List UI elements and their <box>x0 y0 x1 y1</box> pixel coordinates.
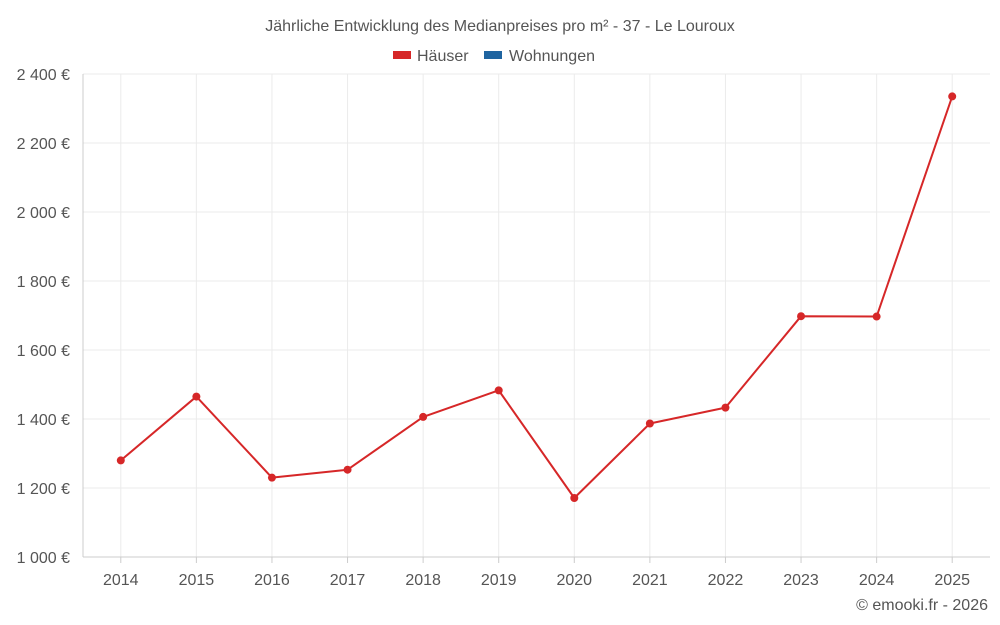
data-point[interactable] <box>343 465 352 474</box>
data-point[interactable] <box>267 473 276 482</box>
data-point[interactable] <box>948 92 957 101</box>
y-tick-label: 2 400 € <box>17 67 70 84</box>
legend-label-wohnungen[interactable]: Wohnungen <box>509 48 595 65</box>
data-point[interactable] <box>419 412 428 421</box>
y-tick-label: 2 200 € <box>17 136 70 153</box>
data-point[interactable] <box>494 386 503 395</box>
x-tick-label: 2022 <box>708 572 744 589</box>
legend-label-haeuser[interactable]: Häuser <box>417 48 469 65</box>
x-tick-label: 2014 <box>103 572 139 589</box>
data-point[interactable] <box>872 312 881 321</box>
x-tick-label: 2018 <box>405 572 441 589</box>
y-tick-label: 1 000 € <box>17 550 70 567</box>
x-tick-label: 2017 <box>330 572 366 589</box>
x-tick-label: 2025 <box>934 572 970 589</box>
data-point[interactable] <box>570 494 579 503</box>
x-axis: 2014 2015 2016 2017 2018 2019 2020 2021 2022 2023… <box>83 556 990 589</box>
y-tick-label: 2 000 € <box>17 205 70 222</box>
x-tick-label: 2024 <box>859 572 895 589</box>
data-point[interactable] <box>116 456 125 465</box>
y-tick-label: 1 600 € <box>17 343 70 360</box>
series-group <box>116 92 957 503</box>
legend-swatch-haeuser <box>393 51 411 59</box>
x-tick-label: 2015 <box>179 572 215 589</box>
x-tick-label: 2019 <box>481 572 517 589</box>
x-tick-label: 2021 <box>632 572 668 589</box>
chart-title: Jährliche Entwicklung des Medianpreises … <box>265 18 735 35</box>
y-tick-label: 1 400 € <box>17 412 70 429</box>
credit-text: © emooki.fr - 2026 <box>856 597 988 614</box>
data-point[interactable] <box>721 403 730 412</box>
data-point[interactable] <box>192 392 201 401</box>
y-tick-label: 1 200 € <box>17 481 70 498</box>
legend: Häuser Wohnungen <box>393 48 595 65</box>
series-line-0 <box>120 96 954 500</box>
x-tick-label: 2023 <box>783 572 819 589</box>
x-tick-label: 2020 <box>556 572 592 589</box>
legend-swatch-wohnungen <box>484 51 502 59</box>
data-point[interactable] <box>645 419 654 428</box>
y-tick-label: 1 800 € <box>17 274 70 291</box>
x-tick-label: 2016 <box>254 572 290 589</box>
y-axis: 1 000 € 1 200 € 1 400 € 1 600 € 1 800 € 2 000… <box>17 67 84 567</box>
data-point[interactable] <box>797 312 806 321</box>
